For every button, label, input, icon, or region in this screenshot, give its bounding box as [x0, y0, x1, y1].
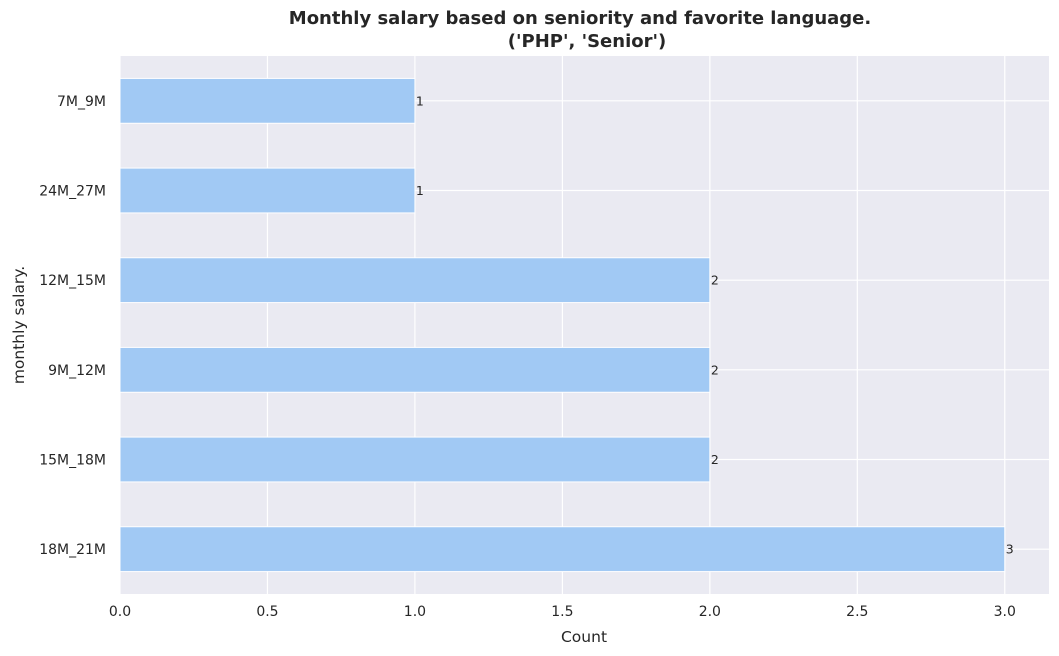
x-tick-labels: 0.0 0.5 1.0 1.5 2.0 2.5 3.0 [109, 604, 1016, 620]
bar [119, 167, 416, 214]
x-tick-label: 2.0 [699, 604, 721, 620]
bar [119, 77, 416, 124]
bar-value-label: 3 [1006, 542, 1014, 557]
x-tick-label: 2.5 [846, 604, 868, 620]
bar-value-label: 2 [711, 362, 719, 377]
bar [119, 257, 711, 304]
bar-value-label: 2 [711, 452, 719, 467]
x-tick-label: 1.0 [404, 604, 426, 620]
bars [119, 77, 1006, 573]
bar [119, 346, 711, 393]
x-tick-label: 0.5 [256, 604, 278, 620]
bar-value-label: 1 [416, 183, 424, 198]
bar [119, 526, 1006, 573]
data-labels: 1 1 2 2 2 3 [416, 93, 1014, 556]
x-axis-label: Count [561, 628, 607, 646]
bar-value-label: 1 [416, 93, 424, 108]
x-tick-label: 1.5 [551, 604, 573, 620]
plot-background [120, 56, 1049, 594]
chart-subtitle: ('PHP', 'Senior') [508, 31, 666, 52]
x-tick-label: 0.0 [109, 604, 131, 620]
bar-value-label: 2 [711, 273, 719, 288]
y-tick-label: 12M_15M [39, 273, 106, 289]
y-tick-label: 24M_27M [39, 184, 106, 200]
y-tick-labels: 7M_9M 24M_27M 12M_15M 9M_12M 15M_18M 18M_21M [39, 94, 106, 558]
y-tick-label: 15M_18M [39, 453, 106, 469]
y-tick-label: 18M_21M [39, 542, 106, 558]
y-tick-label: 7M_9M [57, 94, 106, 110]
y-tick-label: 9M_12M [48, 363, 106, 379]
chart-title: Monthly salary based on seniority and fa… [289, 8, 871, 29]
y-axis-label: monthly salary. [10, 266, 28, 384]
x-tick-label: 3.0 [994, 604, 1016, 620]
bar [119, 436, 711, 483]
